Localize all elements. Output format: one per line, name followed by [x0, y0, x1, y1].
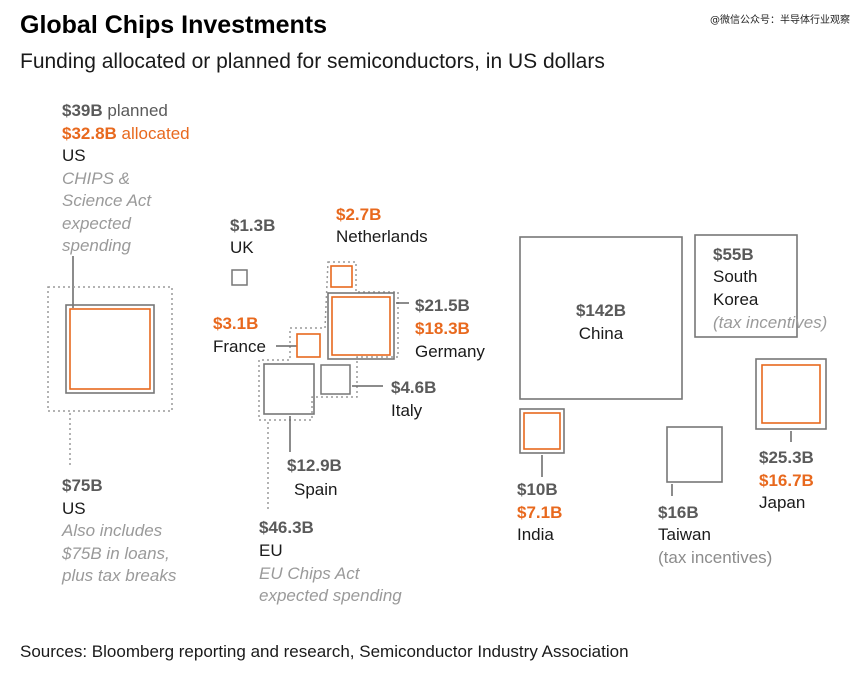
- eu-note-line-2: expected spending: [259, 586, 402, 605]
- us-note-line-4: spending: [62, 236, 132, 255]
- japan-allocated-square: [761, 364, 821, 424]
- japan-planned-square: [755, 358, 827, 430]
- us-note-line-1: CHIPS &: [62, 169, 130, 188]
- india-planned-square: [519, 408, 565, 454]
- japan-name: Japan: [759, 493, 805, 512]
- spain-value: $12.9B: [287, 456, 342, 475]
- eu-umbrella-outline: [258, 261, 399, 421]
- eu-name: EU: [259, 541, 283, 560]
- south-korea-square: [694, 234, 798, 338]
- netherlands-name: Netherlands: [336, 227, 428, 246]
- south-korea-name-2: Korea: [713, 290, 759, 309]
- us-total-value: $75B: [62, 476, 103, 495]
- us-total-square: [47, 286, 173, 412]
- netherlands-square: [330, 265, 353, 288]
- entry-eu-group: $1.3B UK $2.7B Netherlands $3.1B France …: [213, 205, 485, 605]
- south-korea-note: (tax incentives): [713, 313, 827, 332]
- chart-subtitle: Funding allocated or planned for semicon…: [20, 50, 605, 73]
- china-value: $142B: [576, 301, 626, 320]
- entry-india: $10B $7.1B India: [517, 408, 565, 544]
- uk-name: UK: [230, 238, 254, 257]
- entry-china: $142B China: [519, 236, 683, 400]
- china-name: China: [579, 324, 624, 343]
- entry-us: $39B planned $32.8B allocated US CHIPS &…: [47, 101, 190, 585]
- italy-value: $4.6B: [391, 378, 436, 397]
- taiwan-name: Taiwan: [658, 525, 711, 544]
- eu-total-value: $46.3B: [259, 518, 314, 537]
- germany-planned-value: $21.5B: [415, 296, 470, 315]
- taiwan-square: [666, 426, 723, 483]
- entry-japan: $25.3B $16.7B Japan: [755, 358, 827, 512]
- us-allocated-square: [69, 308, 151, 390]
- us-total-note-3: plus tax breaks: [61, 566, 177, 585]
- france-square: [296, 333, 321, 358]
- france-value: $3.1B: [213, 314, 258, 333]
- us-planned-label: $39B planned: [62, 101, 168, 120]
- india-name: India: [517, 525, 554, 544]
- china-square: [519, 236, 683, 400]
- japan-planned-value: $25.3B: [759, 448, 814, 467]
- india-allocated-value: $7.1B: [517, 503, 562, 522]
- uk-square: [231, 269, 248, 286]
- south-korea-name-1: South: [713, 267, 757, 286]
- entry-south-korea: $55B South Korea (tax incentives): [694, 234, 827, 338]
- italy-name: Italy: [391, 401, 423, 420]
- south-korea-value: $55B: [713, 245, 754, 264]
- india-allocated-square: [523, 412, 561, 450]
- us-allocated-label: $32.8B allocated: [62, 124, 190, 143]
- chart-title: Global Chips Investments: [20, 11, 327, 39]
- india-planned-value: $10B: [517, 480, 558, 499]
- us-total-note-1: Also includes: [61, 521, 163, 540]
- taiwan-value: $16B: [658, 503, 699, 522]
- watermark: @微信公众号：半导体行业观察: [710, 15, 850, 26]
- spain-square: [263, 363, 315, 415]
- japan-allocated-value: $16.7B: [759, 471, 814, 490]
- us-total-name: US: [62, 499, 86, 518]
- us-note-line-2: Science Act: [62, 191, 152, 210]
- entry-taiwan: $16B Taiwan (tax incentives): [658, 426, 772, 567]
- eu-note-line-1: EU Chips Act: [259, 564, 361, 583]
- us-name: US: [62, 146, 86, 165]
- us-total-note-2: $75B in loans,: [61, 544, 170, 563]
- germany-allocated-value: $18.3B: [415, 319, 470, 338]
- germany-planned-square: [327, 292, 395, 360]
- italy-square: [320, 364, 351, 395]
- taiwan-note: (tax incentives): [658, 548, 772, 567]
- uk-value: $1.3B: [230, 216, 275, 235]
- us-note-line-3: expected: [62, 214, 132, 233]
- us-planned-square: [65, 304, 155, 394]
- sources-note: Sources: Bloomberg reporting and researc…: [20, 642, 629, 661]
- france-name: France: [213, 337, 266, 356]
- spain-name: Spain: [294, 480, 337, 499]
- netherlands-value: $2.7B: [336, 205, 381, 224]
- germany-allocated-square: [331, 296, 391, 356]
- germany-name: Germany: [415, 342, 485, 361]
